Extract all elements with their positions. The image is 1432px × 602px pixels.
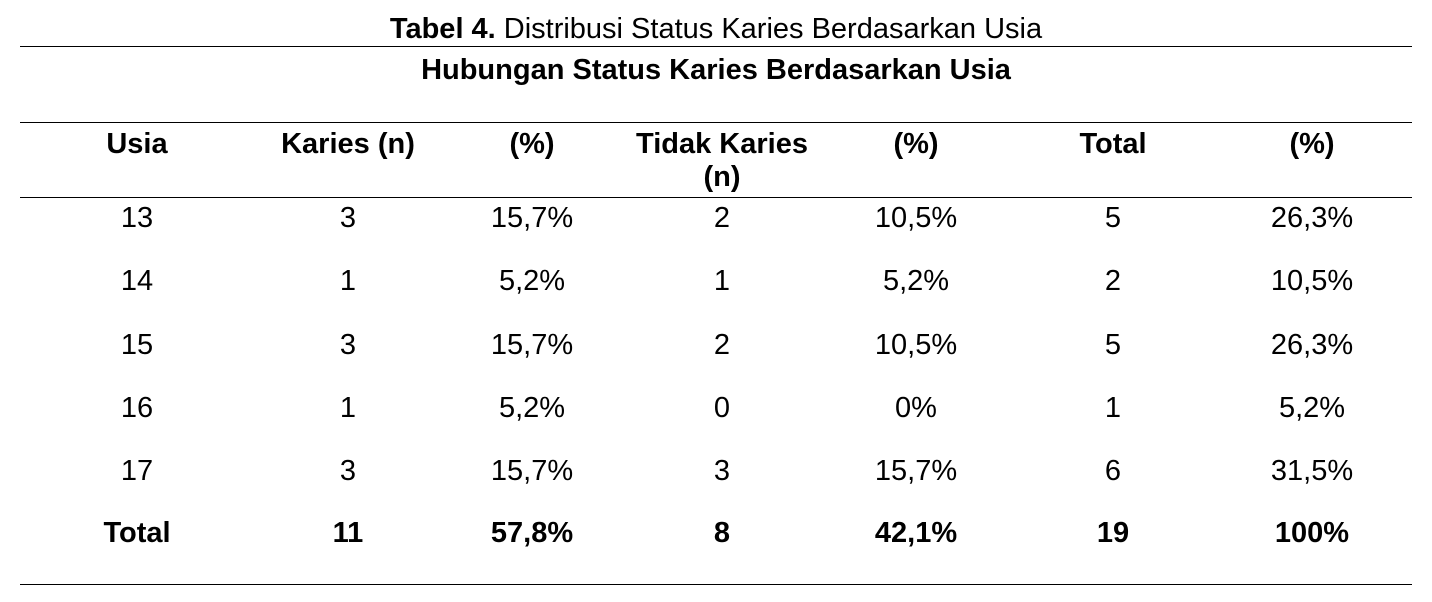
table-cell: 15,7% — [490, 455, 574, 487]
table-cell: 15,7% — [490, 202, 574, 234]
table-cell: 17 — [120, 455, 154, 487]
rule — [20, 122, 1412, 123]
table-cell: 10,5% — [874, 202, 958, 234]
rule — [20, 584, 1412, 585]
table-cell: 1 — [339, 392, 357, 424]
title-label: Tabel 4. — [389, 13, 496, 45]
table-cell: 26,3% — [1270, 202, 1354, 234]
table-cell: 5,2% — [1278, 392, 1346, 424]
column-header: Usia — [106, 128, 168, 160]
table-cell: 2 — [1104, 265, 1122, 297]
table-cell: 2 — [713, 329, 731, 361]
table-title: Tabel 4. Distribusi Status Karies Berdasa… — [0, 12, 1432, 46]
rule — [20, 197, 1412, 198]
table-cell: 10,5% — [1270, 265, 1354, 297]
table-cell: 26,3% — [1270, 329, 1354, 361]
total-cell: 42,1% — [874, 517, 958, 549]
table-cell: 1 — [1104, 392, 1122, 424]
table-cell: 6 — [1104, 455, 1122, 487]
table-cell: 1 — [339, 265, 357, 297]
total-cell: 57,8% — [490, 517, 574, 549]
table-cell: 1 — [713, 265, 731, 297]
table-cell: 31,5% — [1270, 455, 1354, 487]
table-cell: 5,2% — [498, 392, 566, 424]
table-cell: 0% — [895, 392, 937, 424]
table-cell: 10,5% — [874, 329, 958, 361]
table-cell: 5,2% — [882, 265, 950, 297]
table-cell: 3 — [339, 455, 357, 487]
table-cell: 5 — [1104, 329, 1122, 361]
column-header: (%) — [893, 128, 939, 160]
table-cell: 14 — [120, 265, 154, 297]
total-cell: 100% — [1274, 517, 1350, 549]
column-header: (%) — [509, 128, 555, 160]
table-cell: 16 — [120, 392, 154, 424]
total-cell: Total — [103, 517, 171, 549]
table-caption: Hubungan Status Karies Berdasarkan Usia — [421, 54, 1011, 86]
table-cell: 15,7% — [490, 329, 574, 361]
table-cell: 0 — [713, 392, 731, 424]
column-header: Tidak Karies (n) — [636, 128, 808, 193]
table-cell: 15 — [120, 329, 154, 361]
table-cell: 13 — [120, 202, 154, 234]
total-cell: 11 — [332, 517, 364, 549]
column-header: (%) — [1289, 128, 1335, 160]
table-cell: 3 — [339, 329, 357, 361]
table-cell: 2 — [713, 202, 731, 234]
table-cell: 3 — [339, 202, 357, 234]
column-header: Total — [1079, 128, 1147, 160]
column-header: Karies (n) — [281, 128, 415, 160]
total-cell: 19 — [1096, 517, 1130, 549]
rule — [20, 46, 1412, 47]
table-cell: 15,7% — [874, 455, 958, 487]
table-cell: 5 — [1104, 202, 1122, 234]
table-cell: 3 — [713, 455, 731, 487]
table-cell: 5,2% — [498, 265, 566, 297]
total-cell: 8 — [713, 517, 731, 549]
title-text: Distribusi Status Karies Berdasarkan Usi… — [503, 13, 1043, 45]
